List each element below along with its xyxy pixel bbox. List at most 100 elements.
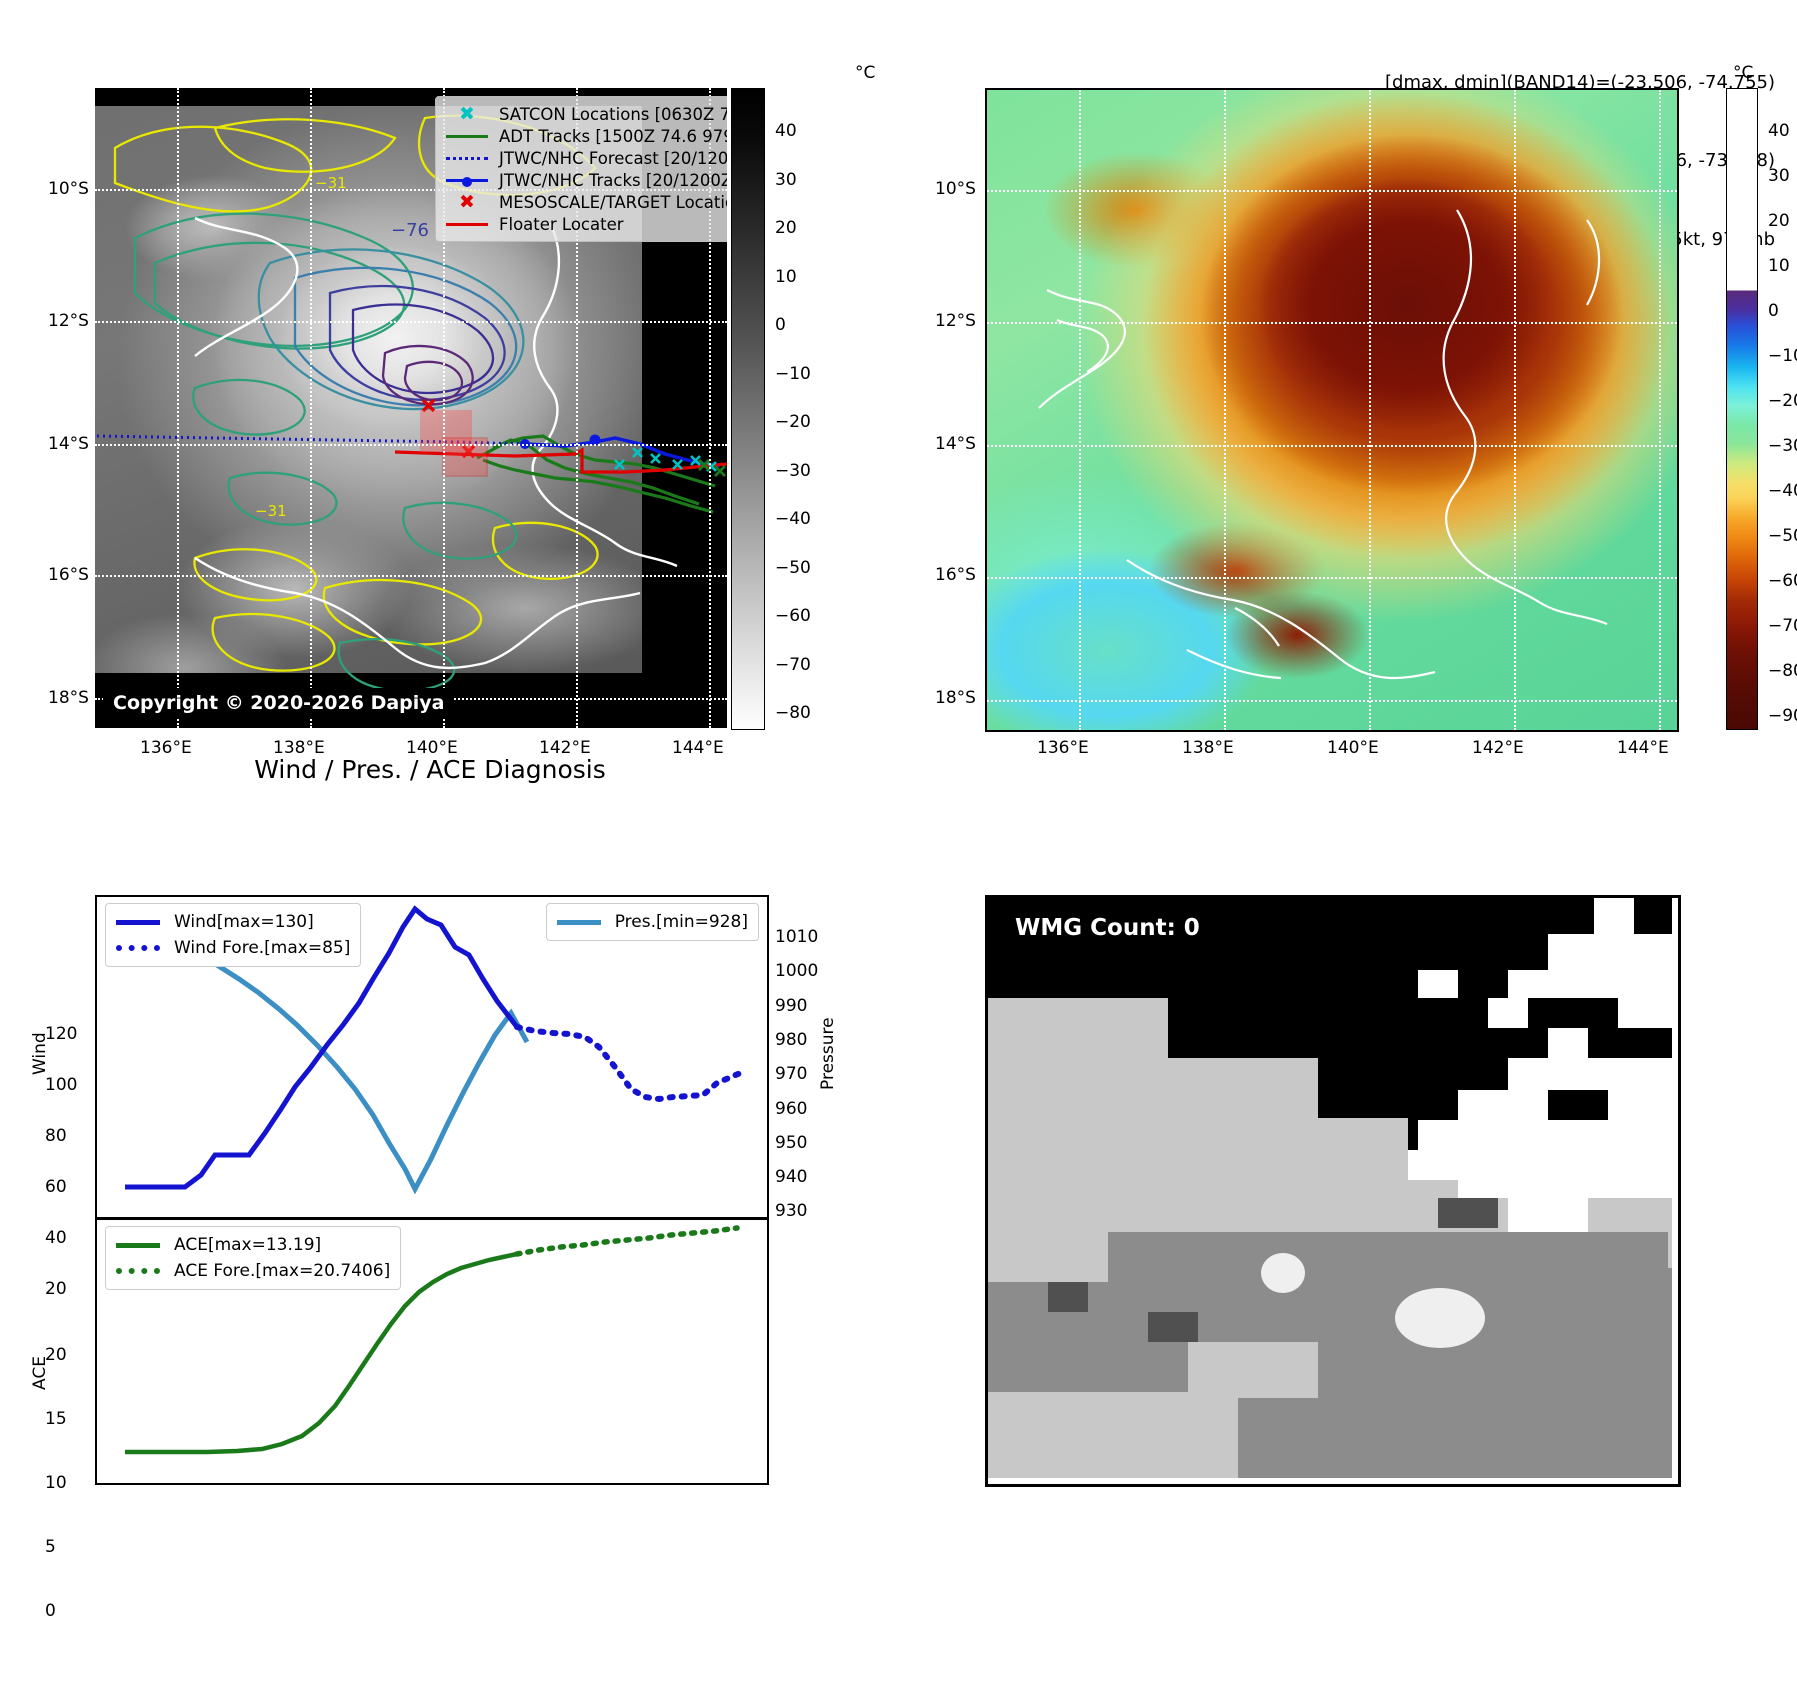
ir-gridline-v2 [310, 88, 312, 728]
pressure-tick-4: 970 [775, 1064, 808, 1085]
copyright-badge: Copyright © 2020-2026 Dapiya [103, 688, 455, 718]
awv-lon-tick-2: 140°E [1327, 738, 1379, 758]
legend-label: MESOSCALE/TARGET Location [499, 192, 727, 212]
line-with-dot-icon [444, 176, 490, 187]
ir-gridline-h4 [95, 575, 727, 577]
ir-lat-tick-2: 14°S [48, 434, 89, 454]
legend-item-jtwc-forecast[interactable]: JTWC/NHC Forecast [20/1200Z] [444, 147, 727, 169]
awv-colorbar-tick-9: −50 [1768, 526, 1797, 546]
awv-lon-tick-1: 138°E [1182, 738, 1234, 758]
awv-colorbar-tick-7: −30 [1768, 436, 1797, 456]
pressure-tick-5: 960 [775, 1098, 808, 1119]
ir-colorbar-tick-10: −60 [775, 606, 811, 626]
awv-colorbar-tick-4: 0 [1768, 301, 1779, 321]
pressure-tick-2: 990 [775, 995, 808, 1016]
awv-gridline-h1 [987, 190, 1677, 192]
legend-item-floater-locater[interactable]: Floater Locater [444, 213, 727, 235]
pressure-tick-8: 930 [775, 1201, 808, 1222]
awv-colorbar-tick-3: 10 [1768, 256, 1790, 276]
pressure-tick-3: 980 [775, 1029, 808, 1050]
ace-tick-4: 0 [45, 1601, 56, 1621]
legend-label: Wind Fore.[max=85] [174, 938, 351, 958]
awv-colorbar-tick-6: −20 [1768, 391, 1797, 411]
ir-colorbar-tick-9: −50 [775, 557, 811, 578]
legend-item-satcon[interactable]: ✖ SATCON Locations [0630Z 75 970] [444, 103, 727, 125]
ir-colorbar-tick-7: −30 [775, 460, 811, 481]
wmg-count-badge: WMG Count: 0 [1002, 910, 1213, 946]
ir-gridline-h3 [95, 444, 727, 446]
ir-lat-tick-3: 16°S [48, 565, 89, 585]
ir-colorbar-tick-11: −70 [775, 654, 811, 675]
awv-colorbar-tick-8: −40 [1768, 481, 1797, 501]
ir-gridline-h1 [95, 189, 727, 191]
legend-item-jtwc-tracks[interactable]: JTWC/NHC Tracks [20/1200Z] [444, 169, 727, 191]
ace-tick-0: 20 [45, 1345, 67, 1365]
dotted-line-icon [444, 156, 490, 160]
awv-colorbar-tick-2: 20 [1768, 211, 1790, 231]
ir-colorbar-tick-5: −10 [775, 363, 811, 384]
pressure-tick-0: 1010 [775, 927, 819, 947]
ir-lon-tick-4: 144°E [672, 738, 724, 758]
legend-item-wind[interactable]: Wind[max=130] [116, 909, 350, 935]
wind-series [125, 905, 519, 1190]
wind-tick-4: 40 [45, 1228, 67, 1248]
awv-lon-tick-3: 142°E [1472, 738, 1524, 758]
ir-satellite-map[interactable]: −76 −31 −31 Copyright © 2020-2026 Dapiya… [95, 88, 727, 728]
awv-lon-tick-4: 144°E [1617, 738, 1669, 758]
ir-lat-tick-4: 18°S [48, 688, 89, 708]
legend-label: ACE[max=13.19] [174, 1235, 322, 1255]
wmg-raster [988, 898, 1672, 1478]
awv-colorbar-tick-1: 30 [1768, 166, 1790, 186]
wind-tick-5: 20 [45, 1279, 67, 1299]
ir-colorbar-tick-4: 0 [775, 315, 786, 335]
pressure-tick-7: 940 [775, 1167, 808, 1188]
wmg-panel[interactable]: WMG Count: 0 [985, 895, 1681, 1487]
awv-cloud-imagery [987, 90, 1677, 730]
legend-item-wind-forecast[interactable]: Wind Fore.[max=85] [116, 935, 350, 961]
diagnosis-title: Wind / Pres. / ACE Diagnosis [254, 755, 606, 784]
red-line-icon [444, 222, 490, 226]
dmax-dmin-band14: [dmax, dmin](BAND14)=(-23.506, -74.755) [1385, 72, 1775, 94]
legend-label: ACE Fore.[max=20.7406] [174, 1261, 391, 1281]
ace-forecast-line-icon [116, 1268, 164, 1274]
x-marker-icon: ✖ [459, 190, 475, 213]
ir-map-legend: ✖ SATCON Locations [0630Z 75 970] ADT Tr… [435, 96, 727, 242]
awv-enhanced-ir-map[interactable] [985, 88, 1679, 732]
legend-item-ace-forecast[interactable]: ACE Fore.[max=20.7406] [116, 1258, 390, 1284]
awv-lat-tick-1: 12°S [935, 311, 976, 331]
ir-colorbar-tick-6: −20 [775, 412, 811, 432]
wind-legend: Wind[max=130] Wind Fore.[max=85] [105, 903, 362, 967]
x-marker-icon: ✖ [459, 102, 475, 125]
ir-colorbar [731, 88, 765, 730]
ace-tick-1: 15 [45, 1409, 67, 1429]
ir-colorbar-tick-0: 40 [775, 121, 797, 141]
ace-plot [125, 1225, 740, 1455]
legend-item-mesoscale-target[interactable]: ✖ MESOSCALE/TARGET Location [444, 191, 727, 213]
awv-lat-tick-3: 16°S [935, 565, 976, 585]
svg-text:−31: −31 [315, 174, 347, 192]
ir-colorbar-tick-3: 10 [775, 266, 797, 287]
legend-item-ace[interactable]: ACE[max=13.19] [116, 1232, 390, 1258]
awv-gridline-h3 [987, 445, 1677, 447]
pressure-line-icon [556, 919, 605, 925]
ir-gridline-v5 [709, 88, 711, 728]
legend-item-pressure[interactable]: Pres.[min=928] [556, 909, 748, 935]
ace-tick-3: 5 [45, 1537, 56, 1557]
ir-lon-tick-2: 140°E [406, 738, 458, 758]
solid-line-icon [444, 134, 490, 138]
ir-lon-tick-3: 142°E [539, 738, 591, 758]
awv-colorbar-tick-0: 40 [1768, 121, 1790, 141]
contour-label-76: −76 [391, 220, 429, 241]
awv-colorbar-tick-11: −70 [1768, 616, 1797, 636]
pressure-legend: Pres.[min=928] [545, 903, 759, 941]
legend-item-adt-tracks[interactable]: ADT Tracks [1500Z 74.6 979.2] [444, 125, 727, 147]
wind-tick-3: 60 [45, 1177, 67, 1197]
awv-colorbar-tick-12: −80 [1768, 661, 1797, 681]
wind-pressure-chart[interactable]: Wind[max=130] Wind Fore.[max=85] Pres.[m… [95, 895, 769, 1219]
awv-gridline-v2 [1224, 90, 1226, 730]
ace-chart[interactable]: ACE[max=13.19] ACE Fore.[max=20.7406] [95, 1218, 769, 1485]
awv-lat-tick-0: 10°S [935, 179, 976, 199]
ir-lon-tick-1: 138°E [273, 738, 325, 758]
awv-gridline-v5 [1659, 90, 1661, 730]
legend-label: Pres.[min=928] [614, 912, 748, 932]
